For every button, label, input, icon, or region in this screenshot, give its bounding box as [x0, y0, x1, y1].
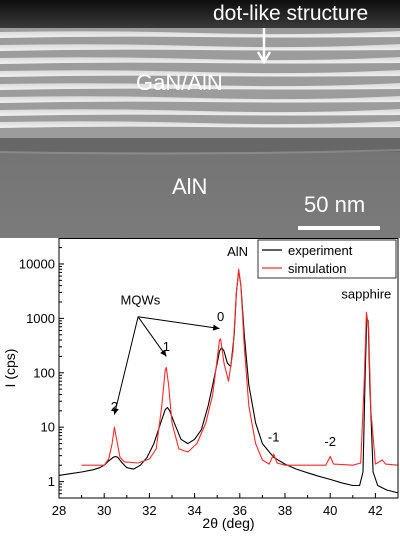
mqw-layers — [0, 31, 400, 128]
plot-frame — [58, 238, 399, 499]
x-axis-label: 2θ (deg) — [202, 515, 254, 531]
x-tick-label: 34 — [187, 503, 201, 518]
annotation-label: AlN — [227, 244, 248, 259]
annotation-dot-like-structure: dot-like structure — [213, 2, 369, 25]
legend-label-experiment: experiment — [288, 243, 353, 258]
y-axis-label: I (cps) — [2, 349, 18, 388]
xrd-chart: 28 30 32 34 36 38 40 42 1 10 100 1000 10000 2θ (deg) I… — [0, 238, 400, 531]
y-tick-label: 1 — [48, 474, 55, 489]
scale-bar — [298, 226, 380, 230]
x-tick-label: 38 — [278, 503, 292, 518]
y-tick-label: 1000 — [26, 311, 55, 326]
arrow-down-icon — [256, 28, 272, 65]
annotation-label: -2 — [324, 434, 336, 449]
series-experiment-line — [58, 270, 399, 494]
arrowhead-icon — [160, 349, 167, 357]
x-tick-label: 30 — [97, 503, 111, 518]
annotation-label: sapphire — [341, 287, 391, 302]
mqw-arrow-line — [113, 316, 139, 415]
annotation-label: 2 — [111, 399, 118, 414]
x-tick-label: 36 — [233, 503, 247, 518]
y-tick-label: 10 — [41, 420, 55, 435]
mqw-arrow-line — [138, 316, 220, 330]
annotation-label: -1 — [268, 429, 280, 444]
arrowhead-icon — [112, 407, 119, 415]
tem-micrograph: dot-like structure GaN/AlN AlN 50 nm — [0, 0, 400, 238]
x-tick-label: 42 — [368, 503, 382, 518]
tem-image — [0, 0, 400, 238]
x-tick-label: 32 — [142, 503, 156, 518]
annotation-label: 1 — [163, 339, 170, 354]
scale-bar-label: 50 nm — [304, 192, 366, 217]
y-tick-label: 100 — [33, 365, 55, 380]
legend-label-simulation: simulation — [288, 261, 347, 276]
layer-label-gan-aln: GaN/AlN — [136, 70, 223, 95]
annotation-label: 0 — [217, 309, 224, 324]
legend-box — [257, 239, 397, 279]
x-tick-label: 40 — [323, 503, 337, 518]
annotation-label: MQWs — [121, 292, 161, 307]
arrowhead-icon — [212, 324, 220, 331]
x-tick-label: 28 — [52, 503, 66, 518]
layer-label-aln: AlN — [172, 174, 208, 199]
series-simulation-line — [81, 268, 399, 466]
y-tick-label: 10000 — [19, 256, 55, 271]
mqw-arrow-line — [137, 316, 167, 357]
